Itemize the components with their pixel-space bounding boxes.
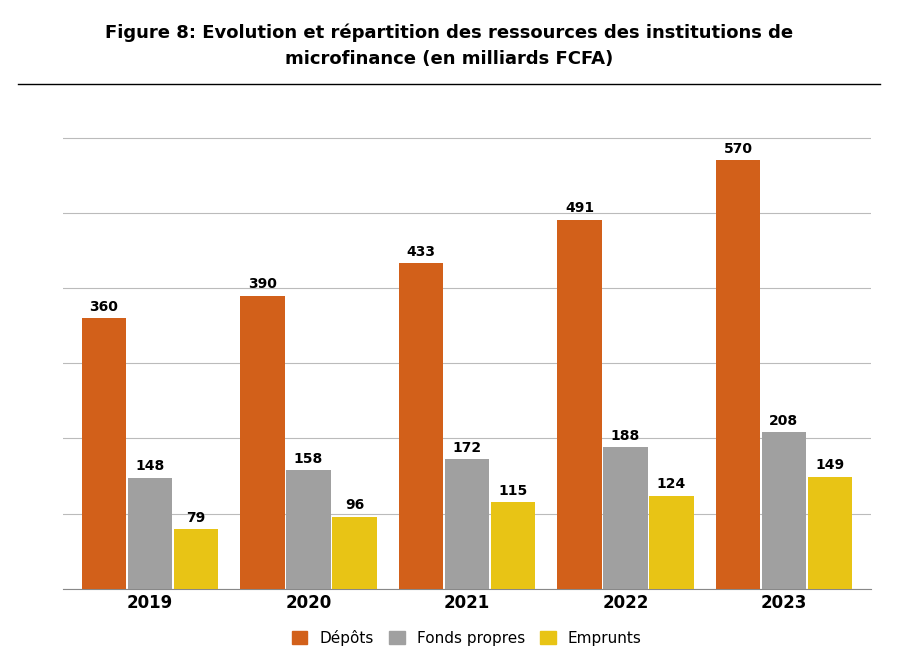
Text: 96: 96: [345, 498, 364, 512]
Text: 124: 124: [656, 477, 686, 491]
Bar: [128, 478, 172, 589]
Text: 390: 390: [248, 277, 277, 291]
Text: 360: 360: [90, 300, 119, 314]
Bar: [603, 448, 647, 589]
Text: Figure 8: Evolution et répartition des ressources des institutions de: Figure 8: Evolution et répartition des r…: [105, 23, 793, 42]
Text: 148: 148: [136, 459, 164, 473]
Bar: [445, 460, 489, 589]
Text: 208: 208: [770, 414, 798, 428]
Text: 149: 149: [815, 458, 844, 472]
Bar: [286, 470, 330, 589]
Bar: [174, 529, 218, 589]
Bar: [399, 264, 444, 589]
Text: 172: 172: [453, 441, 481, 455]
Text: 491: 491: [565, 201, 594, 215]
Bar: [716, 161, 760, 589]
Bar: [241, 296, 285, 589]
Bar: [762, 432, 806, 589]
Text: 433: 433: [407, 245, 436, 259]
Bar: [807, 477, 852, 589]
Text: 570: 570: [724, 142, 753, 156]
Bar: [332, 516, 376, 589]
Bar: [82, 318, 127, 589]
Bar: [649, 496, 693, 589]
Text: 79: 79: [187, 511, 206, 525]
Text: 115: 115: [498, 484, 527, 498]
Text: 188: 188: [611, 429, 640, 443]
Bar: [490, 502, 535, 589]
Bar: [558, 220, 602, 589]
Legend: Dépôts, Fonds propres, Emprunts: Dépôts, Fonds propres, Emprunts: [286, 624, 647, 652]
Text: 158: 158: [294, 452, 323, 466]
Text: microfinance (en milliards FCFA): microfinance (en milliards FCFA): [285, 50, 613, 68]
